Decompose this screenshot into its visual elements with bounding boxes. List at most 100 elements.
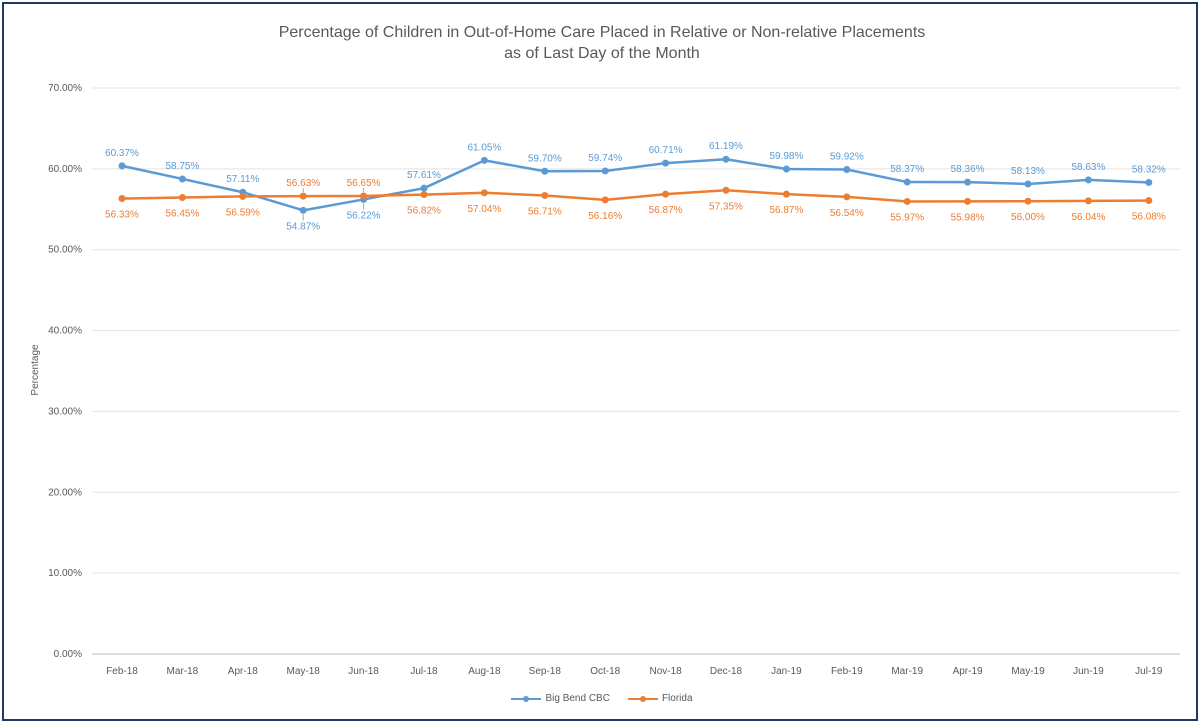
data-point (1084, 197, 1092, 205)
data-label: 59.74% (588, 153, 622, 164)
x-tick-label: Dec-18 (710, 666, 743, 677)
x-axis-ticks: Feb-18 Mar-18 Apr-18 May-18 Jun-18 Jul-18 Aug-… (106, 666, 1163, 677)
data-label: 58.63% (1071, 162, 1105, 173)
series-line-0 (121, 157, 1149, 212)
x-tick-label: Jan-19 (771, 666, 802, 677)
y-axis-ticks: 0.00% 10.00% 20.00% 30.00% 40.00% 50.00% 60.00… (48, 83, 82, 660)
data-labels: 60.37% 58.75% 57.11% 54.87% 56.22% 57.61% 61.0… (105, 141, 1166, 232)
data-point (601, 196, 609, 204)
data-point (239, 192, 247, 200)
chart-subtitle: as of Last Day of the Month (504, 45, 700, 62)
y-tick-label: 0.00% (54, 649, 82, 660)
data-label: 56.22% (347, 210, 381, 221)
y-tick-label: 30.00% (48, 406, 82, 417)
x-tick-label: Mar-19 (891, 666, 923, 677)
x-tick-label: Apr-19 (953, 666, 983, 677)
data-point (662, 159, 670, 167)
x-tick-label: May-19 (1011, 666, 1045, 677)
y-tick-label: 50.00% (48, 245, 82, 256)
data-point (1084, 176, 1092, 184)
data-label: 56.63% (286, 178, 320, 189)
data-point (722, 186, 730, 194)
data-label: 57.11% (226, 174, 259, 185)
data-point (299, 192, 307, 200)
legend-label: Big Bend CBC (545, 693, 610, 704)
legend-swatch (511, 695, 542, 702)
legend-item: Big Bend CBC (511, 693, 610, 704)
data-label: 61.19% (709, 141, 743, 152)
x-tick-label: Nov-18 (649, 666, 682, 677)
data-point (480, 189, 488, 197)
data-point (118, 195, 126, 203)
data-point (964, 197, 972, 205)
data-label: 58.13% (1011, 166, 1045, 177)
x-tick-label: Jul-19 (1135, 666, 1163, 677)
data-label: 59.98% (769, 151, 803, 162)
legend-marker (639, 695, 646, 702)
data-point (903, 197, 911, 205)
data-label: 56.00% (1011, 212, 1045, 223)
legend-swatch (627, 695, 658, 702)
data-point (541, 191, 549, 199)
data-label: 57.35% (709, 201, 743, 212)
data-label: 56.33% (105, 210, 139, 221)
data-point (662, 190, 670, 198)
data-point (118, 162, 126, 170)
data-point (1145, 197, 1153, 205)
data-label: 61.05% (467, 142, 501, 153)
x-tick-label: Apr-18 (228, 666, 258, 677)
data-label: 58.36% (951, 164, 985, 175)
data-point (722, 155, 730, 163)
series-group (118, 155, 1153, 214)
data-label: 57.61% (407, 170, 441, 181)
data-point (903, 178, 911, 186)
y-tick-label: 10.00% (48, 568, 82, 579)
x-tick-label: Sep-18 (529, 666, 562, 677)
data-point (360, 192, 368, 200)
legend-item: Florida (627, 693, 693, 704)
data-label: 56.08% (1132, 212, 1166, 223)
y-axis-label: Percentage (30, 344, 41, 396)
data-label: 59.92% (830, 152, 864, 163)
data-point (964, 178, 972, 186)
x-tick-label: Feb-19 (831, 666, 863, 677)
x-tick-label: Feb-18 (106, 666, 138, 677)
chart-title: Percentage of Children in Out-of-Home Ca… (278, 24, 926, 41)
x-tick-label: May-18 (287, 666, 321, 677)
data-label: 56.16% (588, 211, 622, 222)
data-label: 58.37% (890, 164, 924, 175)
y-tick-label: 40.00% (48, 326, 82, 337)
data-point (480, 156, 488, 164)
data-point (782, 165, 790, 173)
legend: Big Bend CBC Florida (0, 693, 1204, 704)
x-tick-label: Jul-18 (410, 666, 438, 677)
x-tick-label: Jun-19 (1073, 666, 1104, 677)
data-label: 57.04% (467, 204, 501, 215)
chart-title-block: Percentage of Children in Out-of-Home Ca… (0, 22, 1204, 64)
data-point (1145, 178, 1153, 186)
data-point (178, 194, 186, 202)
data-point (420, 191, 428, 199)
data-label: 58.75% (165, 161, 199, 172)
data-label: 56.45% (165, 209, 199, 220)
x-tick-label: Jun-18 (348, 666, 379, 677)
data-label: 60.71% (649, 145, 683, 156)
data-label: 58.32% (1132, 164, 1166, 175)
data-label: 56.54% (830, 208, 864, 219)
gridlines (92, 87, 1180, 655)
data-label: 56.82% (407, 206, 441, 217)
data-point (843, 193, 851, 201)
data-point (541, 167, 549, 175)
data-label: 59.70% (528, 153, 562, 164)
data-label: 56.87% (769, 205, 803, 216)
data-label: 60.37% (105, 148, 139, 159)
data-label: 54.87% (286, 221, 320, 232)
data-point (782, 190, 790, 198)
data-label: 55.98% (951, 212, 985, 223)
data-label: 56.71% (528, 206, 562, 217)
data-point (299, 206, 307, 214)
x-tick-label: Oct-18 (590, 666, 620, 677)
data-label: 56.59% (226, 207, 260, 218)
